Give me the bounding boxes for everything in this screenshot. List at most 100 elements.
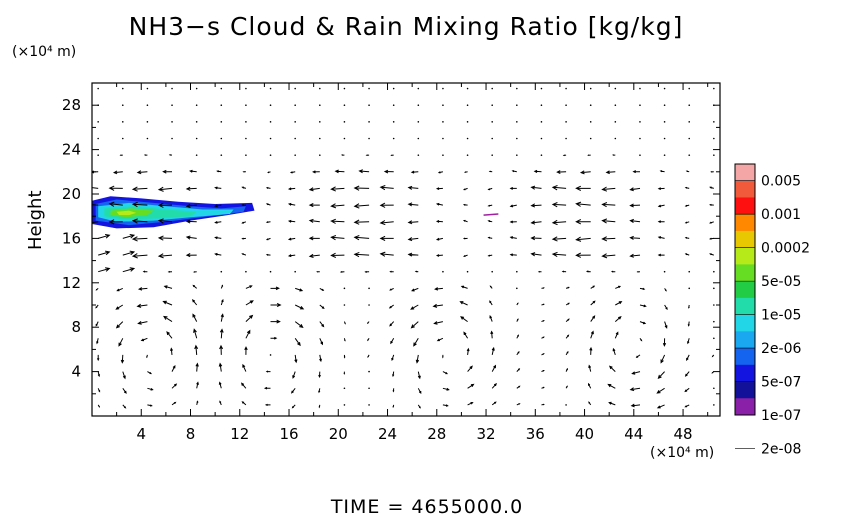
wind-vector — [413, 338, 419, 347]
wind-vector — [316, 270, 320, 273]
wind-vector — [358, 169, 370, 174]
wind-vector — [294, 354, 298, 364]
wind-vector — [270, 302, 282, 308]
wind-vector — [245, 87, 247, 90]
wind-vector — [171, 121, 173, 123]
wind-vector — [368, 370, 370, 373]
wind-vector — [157, 186, 173, 192]
wind-vector — [612, 347, 616, 356]
wind-vector — [168, 154, 173, 156]
wind-vector — [390, 154, 394, 157]
wind-vector — [368, 137, 370, 140]
wind-vector — [466, 347, 470, 355]
wind-vector — [245, 104, 247, 106]
wind-vector — [214, 204, 222, 208]
wind-vector — [629, 387, 641, 392]
wind-vector — [657, 204, 665, 208]
wind-vector — [294, 154, 296, 156]
wind-vector — [462, 219, 468, 223]
wind-vector — [189, 169, 197, 173]
wind-vector — [466, 270, 469, 273]
wind-vector — [417, 121, 420, 123]
wind-vector — [614, 87, 617, 90]
wind-vector — [556, 170, 567, 174]
wind-vector — [590, 330, 594, 339]
wind-vector — [607, 383, 616, 389]
cloud-contour — [92, 196, 499, 229]
x-tick-label: 36 — [526, 425, 545, 443]
wind-vector — [319, 87, 321, 90]
wind-vector — [589, 346, 593, 355]
colorbar-swatch — [735, 264, 755, 282]
wind-vector — [588, 364, 592, 372]
wind-vector — [540, 104, 543, 106]
y-tick-label: 16 — [62, 229, 81, 247]
wind-vector — [663, 104, 666, 106]
wind-vector — [664, 321, 668, 329]
wind-vector — [92, 186, 99, 189]
wind-vector — [147, 404, 153, 407]
wind-vector — [121, 121, 124, 123]
x-tick-label: 28 — [427, 425, 446, 443]
wind-vector — [605, 170, 616, 175]
wind-vector — [631, 371, 641, 375]
y-tick-label: 24 — [62, 141, 81, 159]
wind-vector — [242, 170, 246, 173]
wind-vector — [96, 354, 100, 362]
wind-vector — [541, 287, 545, 289]
wind-vector — [170, 347, 174, 355]
wind-vector — [509, 204, 517, 208]
wind-vector — [417, 404, 421, 409]
wind-vector — [551, 219, 567, 226]
wind-vector — [367, 338, 370, 342]
wind-vector — [530, 220, 542, 225]
wind-vector — [417, 371, 421, 380]
wind-vector — [185, 235, 197, 240]
wind-vector — [629, 218, 641, 224]
wind-vector — [639, 121, 641, 123]
wind-vector — [684, 253, 690, 256]
wind-vector — [122, 371, 126, 380]
wind-vector — [185, 203, 197, 208]
wind-vector — [131, 236, 148, 242]
colorbar-label: 1e-05 — [761, 308, 801, 324]
wind-vector — [489, 300, 493, 306]
wind-vector — [196, 400, 199, 406]
wind-vector — [269, 104, 272, 106]
wind-vector — [657, 236, 665, 239]
wind-vector — [166, 331, 173, 339]
wind-vector — [565, 104, 567, 106]
wind-vector — [407, 220, 419, 225]
wind-vector — [119, 154, 123, 157]
wind-vector — [241, 203, 246, 207]
wind-vector — [491, 270, 493, 273]
colorbar-swatch — [735, 247, 755, 265]
wind-vector — [340, 154, 345, 156]
wind-vector — [541, 370, 545, 373]
wind-vector — [193, 328, 198, 339]
wind-vector — [214, 236, 222, 240]
wind-vector — [353, 185, 370, 191]
wind-vector — [121, 137, 124, 140]
wind-vector — [565, 121, 567, 123]
wind-vector — [434, 287, 443, 291]
wind-vector — [245, 314, 254, 322]
wind-vector — [601, 253, 616, 259]
wind-vector — [565, 334, 570, 339]
wind-vector — [684, 221, 690, 224]
x-tick-label: 12 — [230, 425, 249, 443]
wind-vector — [318, 371, 321, 379]
wind-vector — [131, 201, 148, 208]
wind-vector — [442, 137, 444, 140]
wind-vector — [540, 154, 543, 156]
wind-vector — [688, 87, 691, 90]
colorbar-swatch — [735, 381, 755, 399]
wind-vector — [565, 318, 570, 322]
wind-vector — [516, 403, 521, 406]
wind-vector — [220, 137, 223, 140]
wind-vector — [137, 287, 148, 291]
wind-vector — [541, 386, 545, 389]
wind-vector — [294, 270, 296, 273]
wind-vector — [635, 354, 641, 358]
wind-vector — [147, 387, 154, 391]
